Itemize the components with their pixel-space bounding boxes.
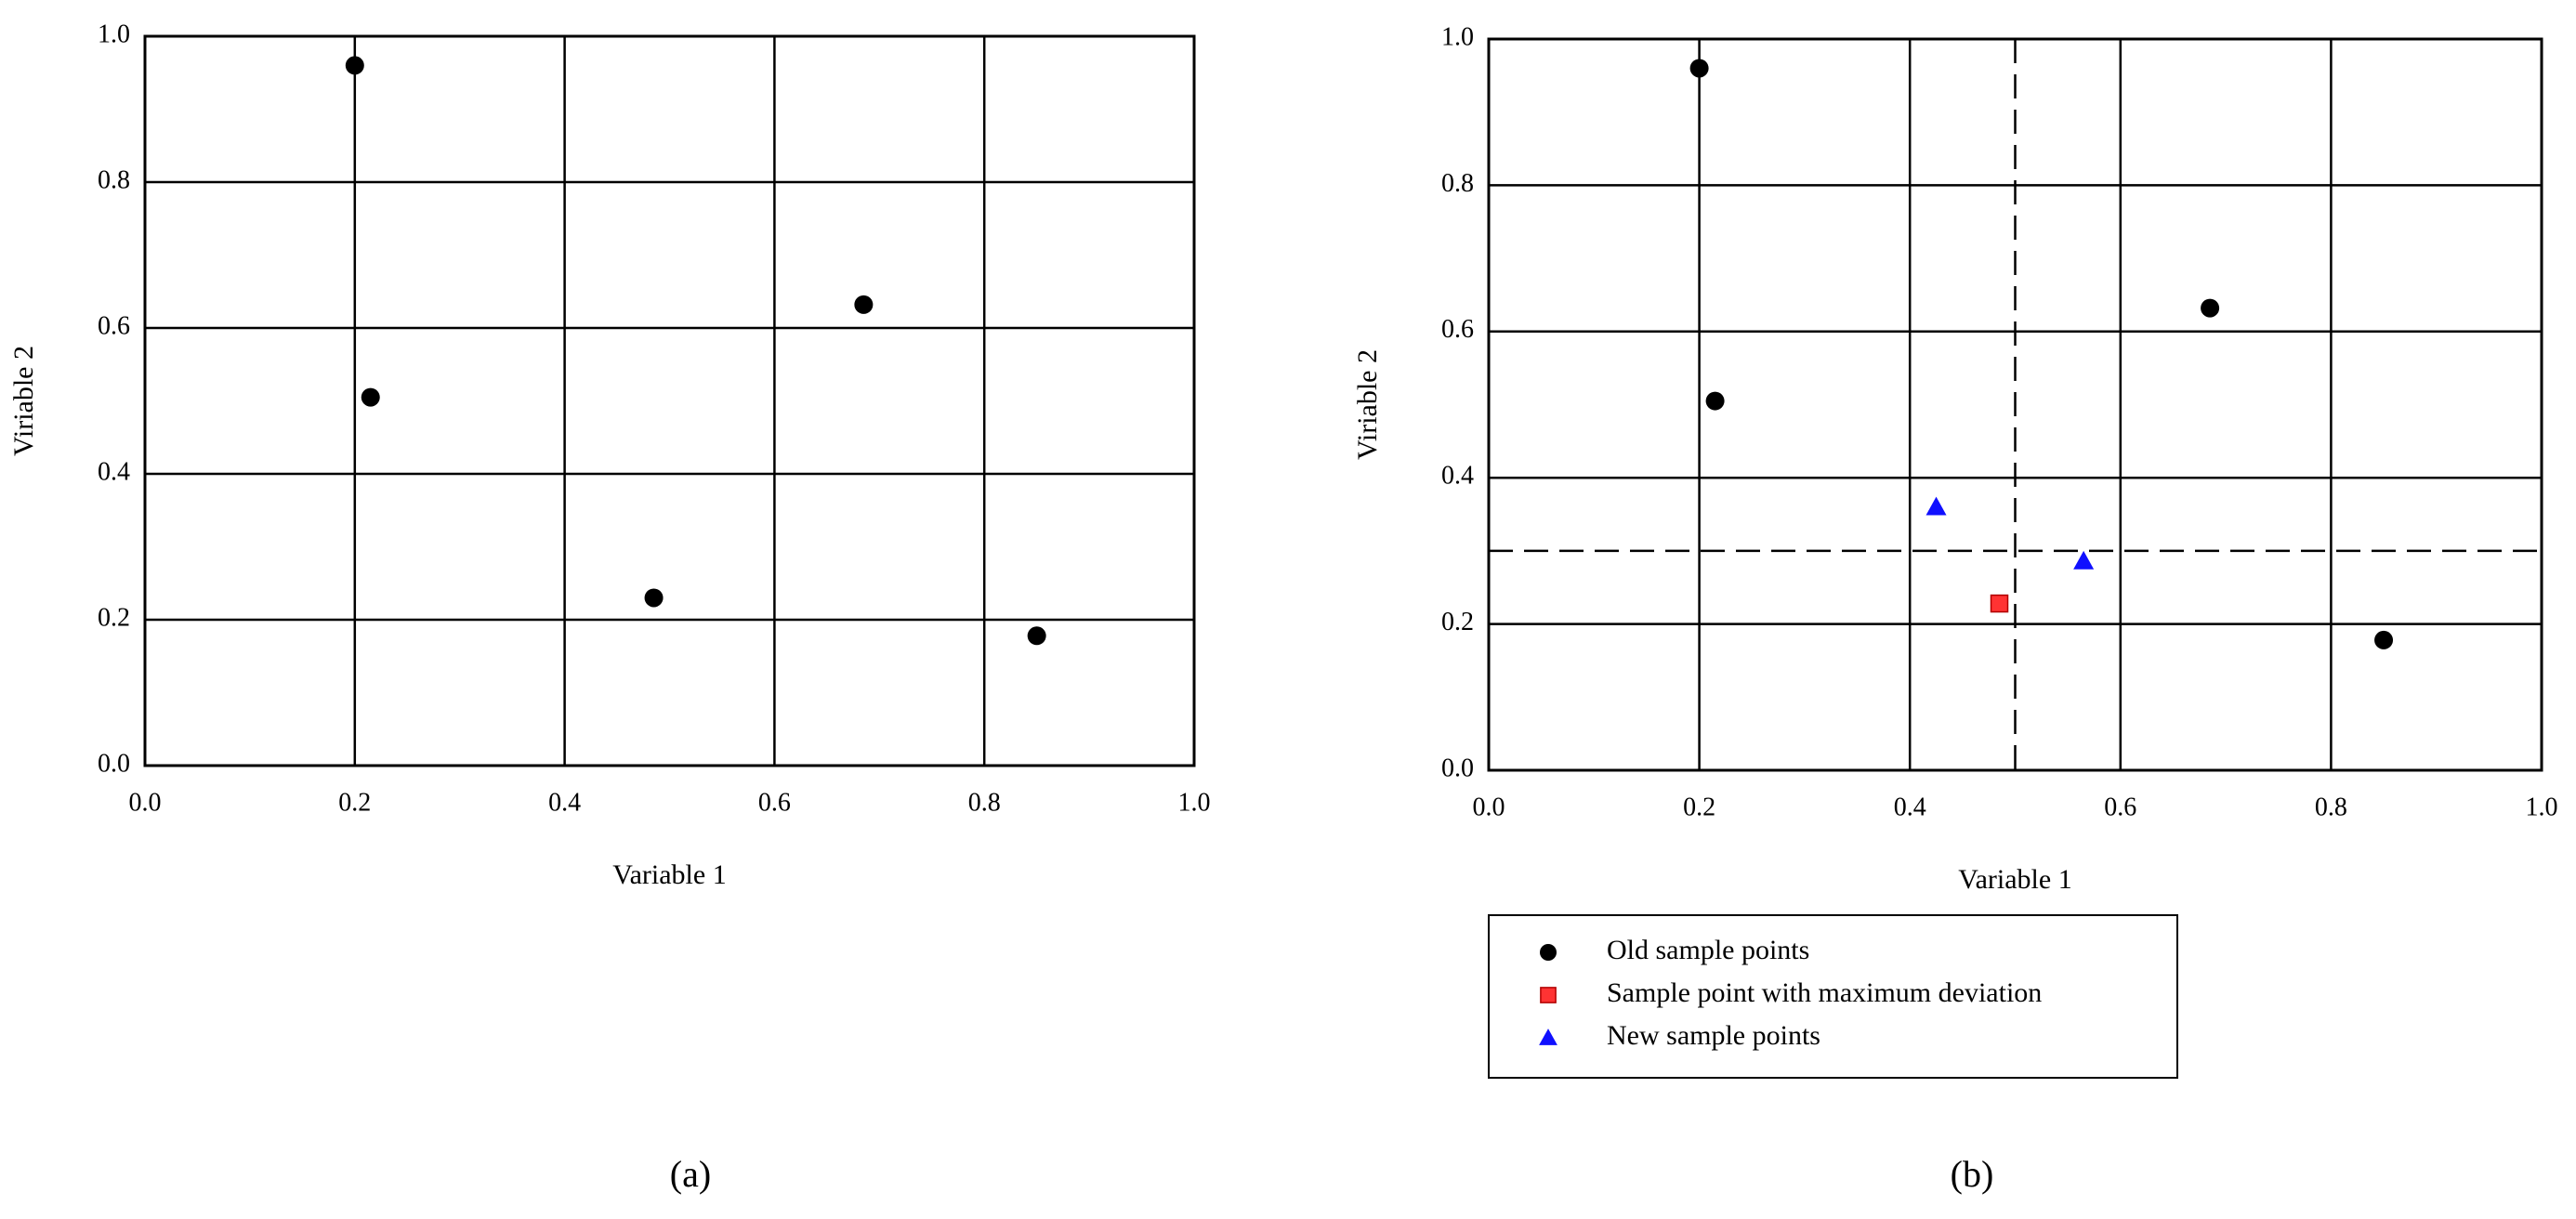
- point: [644, 588, 664, 608]
- y-tick-label: 0.6: [1441, 315, 1474, 344]
- x-tick-label: 0.6: [2104, 793, 2136, 821]
- x-tick-label: 0.8: [2315, 793, 2347, 821]
- caption: (a): [670, 1153, 711, 1195]
- x-tick-label: 0.2: [338, 788, 371, 817]
- y-tick-label: 1.0: [98, 20, 130, 48]
- caption: (b): [1951, 1153, 1994, 1195]
- legend-label: New sample points: [1607, 1020, 1820, 1051]
- legend-marker: [1540, 987, 1557, 1003]
- x-tick-label: 0.2: [1683, 793, 1715, 821]
- x-tick-label: 0.0: [1473, 793, 1505, 821]
- legend-label: Old sample points: [1607, 935, 1809, 965]
- x-tick-label: 0.4: [548, 788, 581, 817]
- x-tick-label: 0.0: [129, 788, 162, 817]
- x-tick-label: 1.0: [2526, 793, 2558, 821]
- x-tick-label: 0.8: [968, 788, 1001, 817]
- point: [1689, 59, 1709, 78]
- y-tick-label: 0.8: [98, 165, 130, 194]
- plot-frame: [1487, 37, 2543, 772]
- point: [2201, 298, 2220, 318]
- x-tick-label: 0.6: [758, 788, 791, 817]
- y-tick-label: 0.4: [98, 457, 130, 486]
- point: [2073, 550, 2095, 570]
- point: [1925, 496, 1947, 516]
- y-tick-label: 0.2: [98, 603, 130, 632]
- y-tick-label: 0.8: [1441, 169, 1474, 198]
- plot-frame: [143, 34, 1196, 767]
- y-axis-label: Viriable 2: [8, 346, 39, 456]
- y-tick-label: 0.6: [98, 311, 130, 340]
- point: [2374, 630, 2394, 649]
- legend-marker: [1540, 944, 1557, 961]
- y-tick-label: 1.0: [1441, 22, 1474, 51]
- legend-label: Sample point with maximum deviation: [1607, 977, 2042, 1008]
- x-tick-label: 1.0: [1178, 788, 1211, 817]
- point: [1705, 391, 1725, 411]
- x-tick-label: 0.4: [1894, 793, 1926, 821]
- y-tick-label: 0.0: [1441, 754, 1474, 782]
- x-axis-label: Variable 1: [612, 859, 726, 890]
- point: [1027, 626, 1046, 646]
- point: [1990, 594, 2009, 613]
- y-tick-label: 0.4: [1441, 462, 1474, 491]
- y-tick-label: 0.0: [98, 749, 130, 778]
- legend-marker: [1539, 1029, 1557, 1045]
- point: [361, 387, 380, 407]
- point: [854, 295, 874, 314]
- legend-box: [1488, 914, 2178, 1079]
- y-axis-label: Viriable 2: [1352, 349, 1383, 460]
- point: [345, 56, 364, 75]
- x-axis-label: Variable 1: [1958, 864, 2071, 895]
- y-tick-label: 0.2: [1441, 608, 1474, 636]
